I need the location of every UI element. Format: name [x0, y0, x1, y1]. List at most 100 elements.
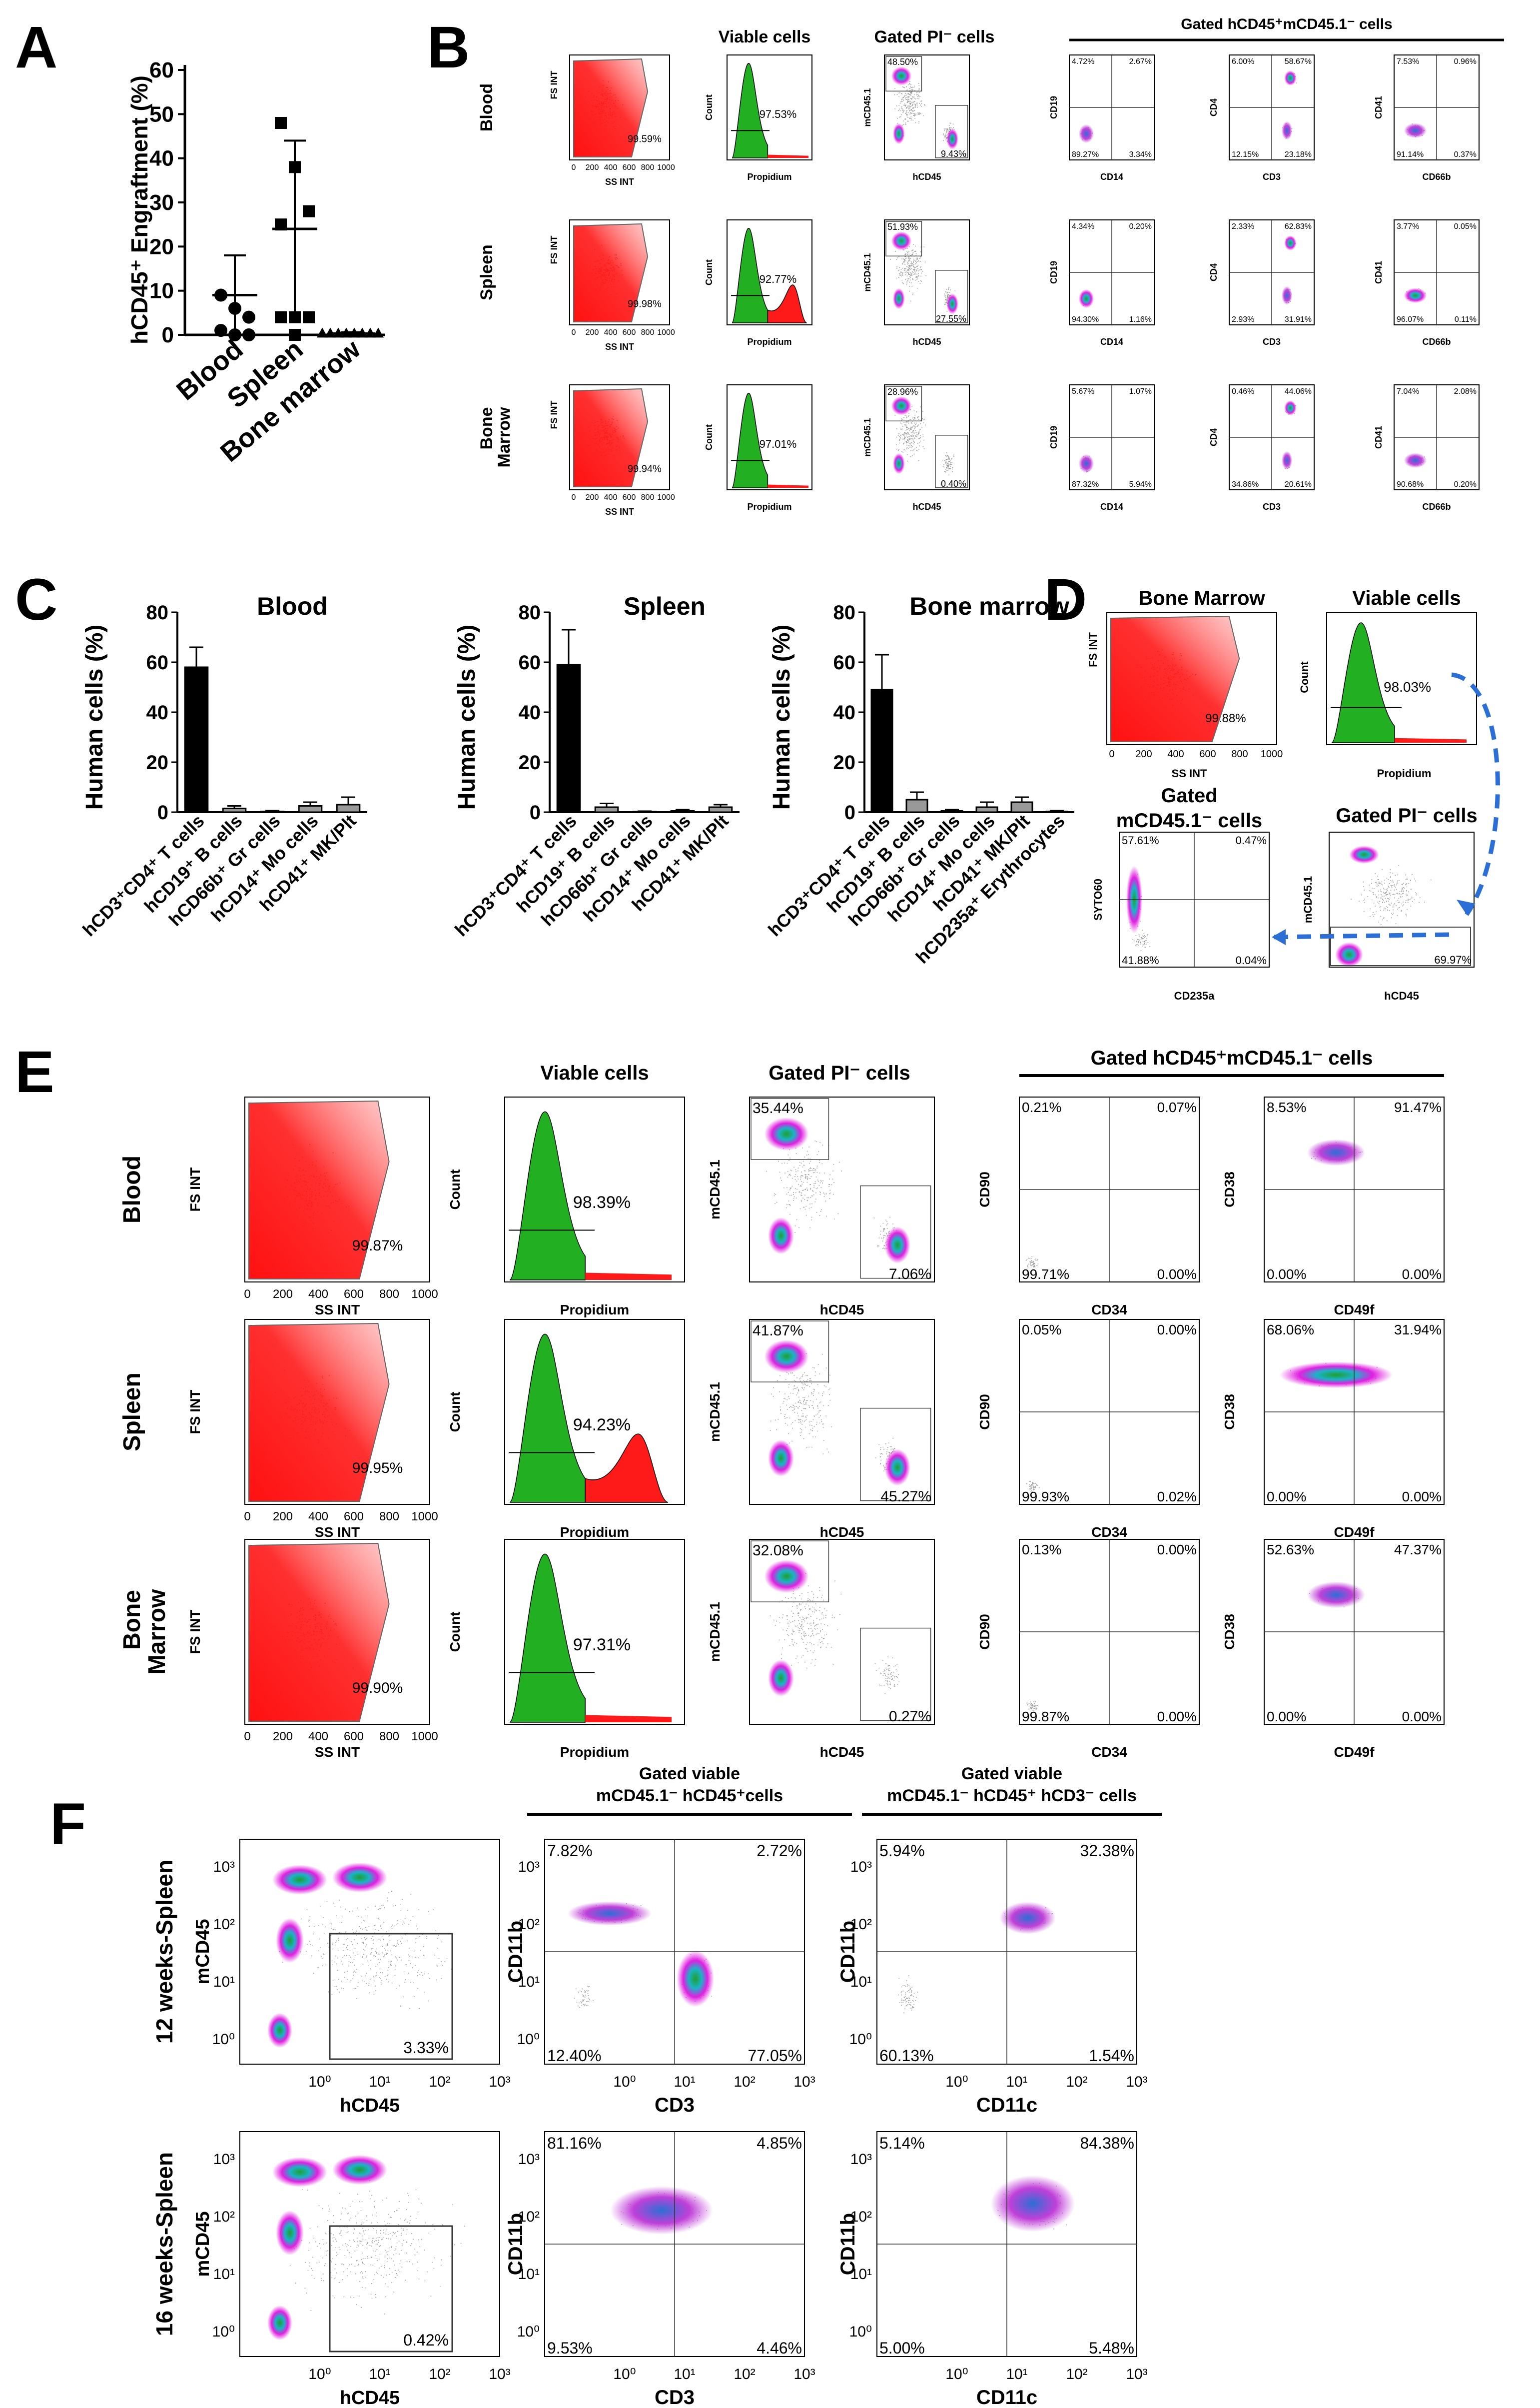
panel-c-ytick-label: 80	[519, 602, 541, 624]
panel-f-log-tick-y2: 10²	[518, 2209, 540, 2225]
panel-e-cd90-axis: CD90	[977, 1394, 992, 1430]
panel-b-viable-hist-red	[768, 154, 808, 158]
panel-f-cd3-plot-q-tr: 4.85%	[757, 2134, 802, 2152]
panel-e-cd90-plot-events	[1026, 1481, 1040, 1493]
panel-e-cd38-plot-q-bl: 0.00%	[1267, 1709, 1306, 1724]
panel-b-cd41-plot-q-br: 0.37%	[1454, 150, 1477, 159]
panel-e-mcd-plot-pct-human: 45.27%	[880, 1488, 931, 1505]
panel-c-bar	[940, 810, 963, 813]
panel-b-fs-plot-cloud	[573, 223, 649, 322]
panel-b-fs-plot-pct: 99.59%	[628, 133, 662, 144]
panel-e-row-1: Blood 99.87% FS INT SS INT 0 200 400 600 800 1000…	[119, 1097, 1445, 1317]
panel-e-cd90-plot-q-br: 0.00%	[1157, 1266, 1197, 1282]
panel-f-log-tick-y2: 10³	[518, 2151, 540, 2168]
panel-d-ss-axis: SS INT	[1172, 767, 1207, 780]
panel-d-mcd-title-1: Gated	[1161, 785, 1217, 807]
panel-b-fs-axis: FS INT	[549, 400, 559, 429]
panel-e-viable-hist-pct: 98.39%	[573, 1193, 631, 1212]
panel-e-cd90-plot-q-bl: 99.87%	[1022, 1709, 1069, 1724]
panel-c-ytick-label: 80	[833, 602, 856, 624]
panel-f-log-tick-y3: 10¹	[850, 2266, 872, 2283]
panel-e-cd38-plot-q-br: 0.00%	[1402, 1266, 1442, 1282]
panel-b-cd41-plot-q-tl: 3.77%	[1397, 222, 1419, 231]
panel-f-mouse-pop-3	[276, 1918, 304, 1963]
panel-e-mcd-plot-gate-human	[860, 1627, 931, 1721]
panel-e-cd90-plot-q-tr: 0.07%	[1157, 1100, 1197, 1115]
panel-b-cd4-plot-q-tl: 0.46%	[1232, 387, 1254, 396]
panel-f-log-tick-y2: 10⁰	[517, 2324, 540, 2340]
panel-d-gatedpi-title: Gated PI⁻ cells	[1336, 805, 1477, 827]
panel-b-mcd-plot-pct-human: 9.43%	[941, 149, 966, 159]
panel-b-cd4-plot-q-bl: 12.15%	[1232, 150, 1259, 159]
panel-e-hcd45-axis: hCD45	[820, 1744, 864, 1760]
panel-e-mcd-plot-gate-mouse	[751, 1098, 829, 1160]
panel-c-ytick-label: 80	[146, 602, 169, 624]
panel-b-mcd-plot-mouse-pop	[891, 396, 912, 415]
panel-f-cd11b-axis-2: CD11b	[837, 1921, 859, 1983]
panel-c-bar	[870, 689, 893, 813]
panel-b-cd19-plot-density	[1078, 454, 1094, 473]
panel-c-ytick-label: 0	[530, 802, 541, 824]
panel-b-mcd-plot-gate-mouse	[885, 56, 922, 92]
panel-d-syto-plot-q-tl: 57.61%	[1122, 834, 1159, 847]
panel-c-ylabel: Human cells (%)	[81, 625, 108, 810]
panel-b-cd19-axis: CD19	[1049, 96, 1059, 119]
panel-b-cd3-axis: CD3	[1263, 172, 1281, 182]
panel-e-mcd-plot-mouse-pop-2	[768, 1659, 794, 1697]
panel-b-hcd45-axis: hCD45	[912, 502, 941, 512]
panel-e-lin-tick: 800	[379, 1510, 399, 1523]
panel-a-engraftment-chart: hCD45⁺ Engraftment (%) 0102030405060Bloo…	[126, 58, 385, 468]
panel-f-mouse-pop-4	[267, 2305, 292, 2341]
panel-e-fs-plot-pct: 99.87%	[352, 1237, 403, 1254]
panel-f-log-tick-x2: 10⁰	[613, 2366, 636, 2383]
panel-b-cd41-plot-q-bl: 90.68%	[1397, 480, 1424, 489]
panel-c-ytick-label: 20	[146, 752, 169, 774]
panel-a-point-spleen	[275, 218, 287, 231]
panel-e-lin-tick: 400	[308, 1510, 328, 1523]
panel-b-cd4-axis: CD4	[1209, 263, 1219, 281]
panel-e-cd49f-axis: CD49f	[1334, 1744, 1375, 1760]
panel-b-lin-tick: 600	[623, 493, 636, 502]
panel-d-viable-hist-red	[1395, 738, 1467, 743]
panel-a-point-spleen	[303, 205, 315, 217]
panel-b-cd4-plot-density	[1281, 286, 1293, 305]
panel-f-headers: Gated viable mCD45.1⁻ hCD45⁺cells Gated …	[527, 1764, 1162, 1816]
panel-e-lin-tick: 1000	[411, 1730, 438, 1743]
panel-e-lin-tick: 0	[244, 1510, 250, 1523]
panel-b-cd19-plot-density	[1078, 124, 1094, 143]
panel-b-cd4-plot-q-bl: 34.86%	[1232, 480, 1259, 489]
panel-e-ss-axis: SS INT	[315, 1524, 360, 1540]
panel-d-lin-tick: 800	[1231, 749, 1248, 760]
panel-f-cd3-plot-q-bl: 12.40%	[547, 2047, 602, 2065]
panel-b-mcd-plot-events	[942, 452, 954, 476]
panel-e-mcd45-axis: mCD45.1	[707, 1160, 723, 1219]
panel-f-log-tick-x3: 10³	[1126, 2074, 1147, 2090]
panel-c-bar	[905, 799, 928, 813]
panel-e-mcd-plot-pct-mouse: 32.08%	[753, 1542, 803, 1559]
panel-b-cd41-plot-q-tl: 7.04%	[1397, 387, 1419, 396]
panel-b-cd41-plot-q-br: 0.20%	[1454, 480, 1477, 489]
panel-b-lin-tick: 0	[572, 328, 576, 337]
panel-c-ytick-label: 20	[833, 752, 856, 774]
panel-f-mcd45-axis: mCD45	[192, 2212, 213, 2277]
panel-e-mcd-plot-pct-mouse: 35.44%	[753, 1100, 803, 1117]
panel-e-cd38-axis: CD38	[1222, 1614, 1237, 1650]
panel-e-lin-tick: 600	[344, 1510, 364, 1523]
panel-a-point-blood	[228, 302, 241, 315]
panel-f-cd11c-plot-q-tl: 5.14%	[879, 2134, 925, 2152]
panel-e-mcd-plot-human-pop	[884, 1449, 910, 1486]
panel-label-d: D	[1044, 567, 1087, 633]
panel-e-header: Gated hCD45⁺mCD45.1⁻ cells Viable cells …	[540, 1047, 1444, 1084]
panel-e-cd90-plot-events	[1026, 1256, 1039, 1268]
panel-e-mcd45-axis: mCD45.1	[707, 1382, 723, 1442]
panel-d-viable-hist-pct: 98.03%	[1384, 679, 1431, 695]
panel-e-cd34-axis: CD34	[1091, 1744, 1127, 1760]
panel-b-cd4-plot-q-bl: 2.93%	[1232, 315, 1254, 324]
panel-e-fs-plot-cloud	[248, 1542, 390, 1722]
panel-e-lin-tick: 600	[344, 1730, 364, 1743]
panel-f-hcd45-axis: hCD45	[340, 2095, 400, 2116]
panel-b-mcd-plot-gate-human	[935, 270, 968, 323]
